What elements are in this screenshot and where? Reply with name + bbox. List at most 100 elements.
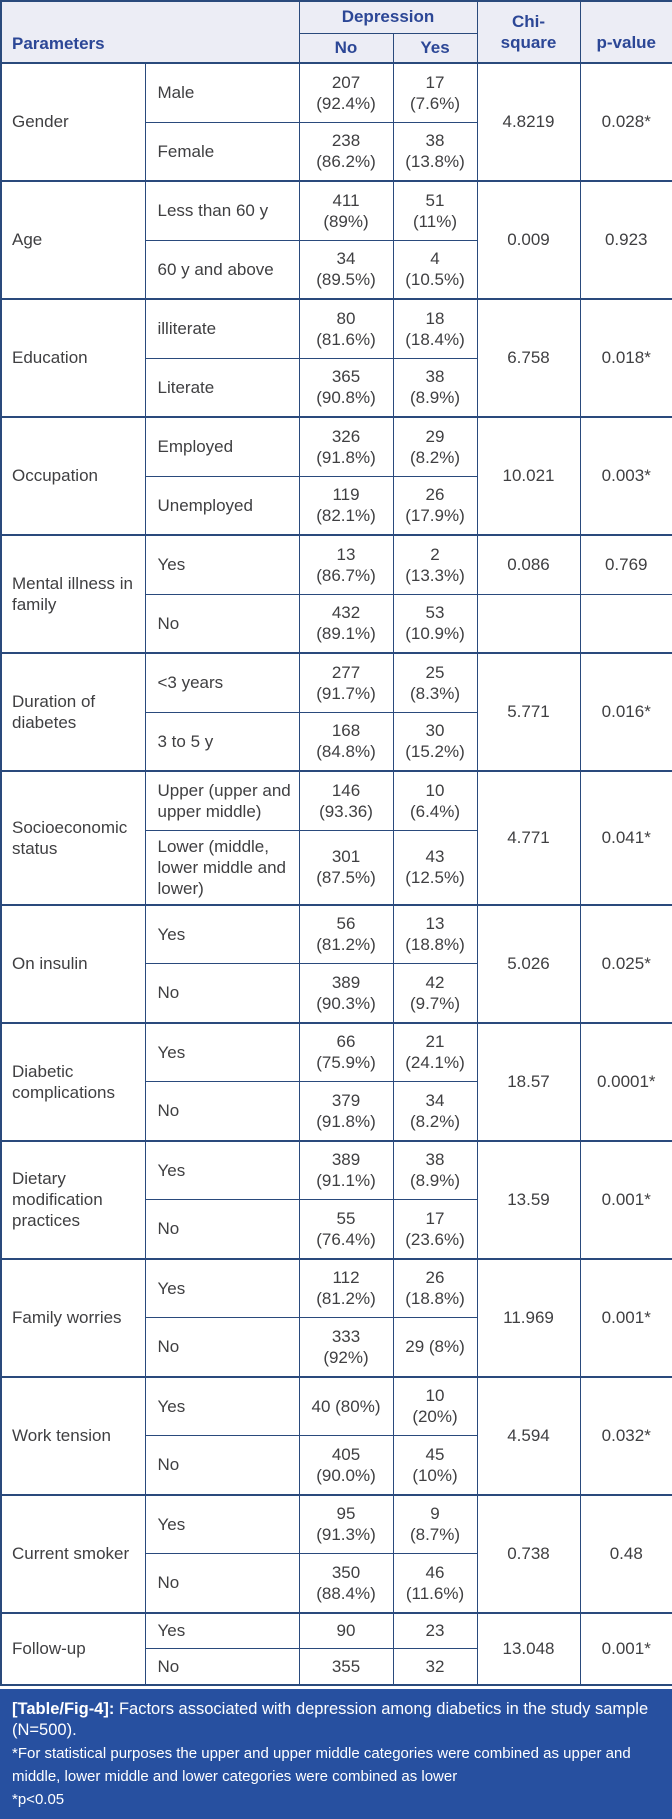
column-header-depression: Depression (298, 0, 478, 34)
table-row: Current smoker Yes 95 (91.3%) 9 (8.7%) 0.738 0.… (0, 1493, 672, 1614)
depression-no-cell: 238 (86.2%) (298, 121, 394, 182)
depression-yes-cell: 38 (8.9%) (392, 357, 478, 418)
depression-yes-cell: 26 (18.8%) (392, 1257, 478, 1319)
category-cell: Lower (middle, lower middle and lower) (144, 829, 300, 906)
parameter-cell: Diabetic complications (0, 1021, 146, 1142)
parameter-cell: Work tension (0, 1375, 146, 1496)
parameter-cell: Family worries (0, 1257, 146, 1378)
table-row: No 379 (91.8%) 34 (8.2%) (1, 1081, 672, 1142)
depression-no-cell: 55 (76.4%) (298, 1199, 394, 1260)
category-cell: No (144, 1435, 300, 1496)
depression-no-cell: 432 (89.1%) (298, 593, 394, 654)
p-value-cell: 0.001* (579, 1611, 672, 1686)
category-cell: Employed (144, 416, 300, 477)
table-row: No 405 (90.0%) 45 (10%) (1, 1435, 672, 1496)
depression-no-cell: 389 (91.1%) (298, 1139, 394, 1201)
chi-square-cell: 4.771 (476, 770, 581, 906)
depression-yes-cell: 10 (6.4%) (392, 770, 478, 831)
depression-no-cell: 56 (81.2%) (298, 903, 394, 965)
depression-no-cell: 95 (91.3%) (298, 1493, 394, 1555)
parameter-cell: Occupation (0, 416, 146, 536)
category-cell: 3 to 5 y (144, 711, 300, 772)
chi-square-cell: 10.021 (476, 416, 581, 536)
depression-no-cell: 80 (81.6%) (298, 298, 394, 359)
category-cell: Male (144, 62, 300, 123)
table-row: Education illiterate 80 (81.6%) 18 (18.4%) 6.7… (0, 298, 672, 418)
caption-text: Factors associated with depression among… (12, 1699, 649, 1740)
caption-line: [Table/Fig-4]: Factors associated with d… (12, 1699, 658, 1742)
depression-yes-cell: 18 (18.4%) (392, 298, 478, 359)
depression-yes-cell: 21 (24.1%) (392, 1021, 478, 1083)
depression-yes-cell: 13 (18.8%) (392, 903, 478, 965)
table-caption-divider (0, 1685, 672, 1689)
depression-yes-cell: 2 (13.3%) (392, 534, 478, 595)
category-cell: Female (144, 121, 300, 182)
table-row: Work tension Yes 40 (80%) 10 (20%) 4.594 0.032… (0, 1375, 672, 1496)
category-cell: Less than 60 y (144, 180, 300, 241)
table-row: No 55 (76.4%) 17 (23.6%) (1, 1199, 672, 1260)
category-cell: Yes (144, 1375, 300, 1437)
caption-label: [Table/Fig-4]: (12, 1699, 115, 1718)
depression-yes-cell: 29 (8.2%) (392, 416, 478, 477)
depression-yes-cell: 53 (10.9%) (392, 593, 478, 654)
depression-yes-cell: 17 (7.6%) (392, 62, 478, 123)
p-value-cell: 0.001* (579, 1139, 672, 1260)
depression-no-cell: 333 (92%) (298, 1317, 394, 1378)
parameter-cell: Mental illness in family (0, 534, 146, 654)
depression-no-cell: 90 (298, 1611, 394, 1650)
chi-square-cell: 13.048 (476, 1611, 581, 1686)
depression-no-cell: 379 (91.8%) (298, 1081, 394, 1142)
table-row: Socioeconomic status Upper (upper and upp… (0, 770, 672, 906)
parameter-cell: Age (0, 180, 146, 300)
p-value-cell: 0.769 (579, 534, 672, 595)
depression-no-cell: 13 (86.7%) (298, 534, 394, 595)
column-header-p-value: p-value (579, 0, 672, 64)
category-cell: illiterate (144, 298, 300, 359)
depression-no-cell: 146 (93.36) (298, 770, 394, 831)
chi-square-cell: 11.969 (476, 1257, 581, 1378)
category-cell: No (144, 593, 300, 654)
depression-no-cell: 326 (91.8%) (298, 416, 394, 477)
chi-square-cell: 5.771 (476, 652, 581, 772)
chi-square-cell: 0.738 (476, 1493, 581, 1614)
depression-yes-cell: 42 (9.7%) (392, 963, 478, 1024)
depression-no-cell: 355 (298, 1648, 394, 1686)
depression-yes-cell: 10 (20%) (392, 1375, 478, 1437)
category-cell: <3 years (144, 652, 300, 713)
category-cell: Yes (144, 1021, 300, 1083)
depression-no-cell: 207 (92.4%) (298, 62, 394, 123)
depression-yes-cell: 38 (13.8%) (392, 121, 478, 182)
depression-no-cell: 350 (88.4%) (298, 1553, 394, 1614)
depression-yes-cell: 46 (11.6%) (392, 1553, 478, 1614)
parameter-cell: Duration of diabetes (0, 652, 146, 772)
p-value-cell: 0.001* (579, 1257, 672, 1378)
p-value-cell: 0.003* (579, 416, 672, 536)
category-cell: Literate (144, 357, 300, 418)
table-row: Mental illness in family Yes 13 (86.7%) 2 (13… (0, 534, 672, 654)
category-cell: No (144, 1199, 300, 1260)
table-row: No 432 (89.1%) 53 (10.9%) (1, 593, 672, 654)
p-value-cell: 0.028* (579, 62, 672, 182)
table-row: Age Less than 60 y 411 (89%) 51 (11%) 0.009 0.9… (0, 180, 672, 300)
category-cell: Yes (144, 1139, 300, 1201)
table-row: Female 238 (86.2%) 38 (13.8%) (1, 121, 672, 182)
table-caption: [Table/Fig-4]: Factors associated with d… (0, 1688, 672, 1819)
table-row: No 350 (88.4%) 46 (11.6%) (1, 1553, 672, 1614)
parameter-cell: Follow-up (0, 1611, 146, 1686)
category-cell: Upper (upper and upper middle) (144, 770, 300, 831)
table-row: Lower (middle, lower middle and lower) 30… (1, 829, 672, 906)
depression-no-cell: 405 (90.0%) (298, 1435, 394, 1496)
category-cell: Yes (144, 1257, 300, 1319)
table-body: Gender Male 207 (92.4%) 17 (7.6%) 4.8219 0.028*… (0, 62, 672, 1686)
category-cell: Yes (144, 534, 300, 595)
table-row: Literate 365 (90.8%) 38 (8.9%) (1, 357, 672, 418)
chi-square-cell: 6.758 (476, 298, 581, 418)
depression-yes-cell: 30 (15.2%) (392, 711, 478, 772)
depression-no-cell: 168 (84.8%) (298, 711, 394, 772)
caption-footnote-pvalue: *p<0.05 (12, 1791, 65, 1809)
chi-square-cell: 0.009 (476, 180, 581, 300)
depression-no-cell: 277 (91.7%) (298, 652, 394, 713)
table-row: Diabetic complications Yes 66 (75.9%) 21 (24.… (0, 1021, 672, 1142)
category-cell: 60 y and above (144, 239, 300, 300)
p-value-cell: 0.016* (579, 652, 672, 772)
